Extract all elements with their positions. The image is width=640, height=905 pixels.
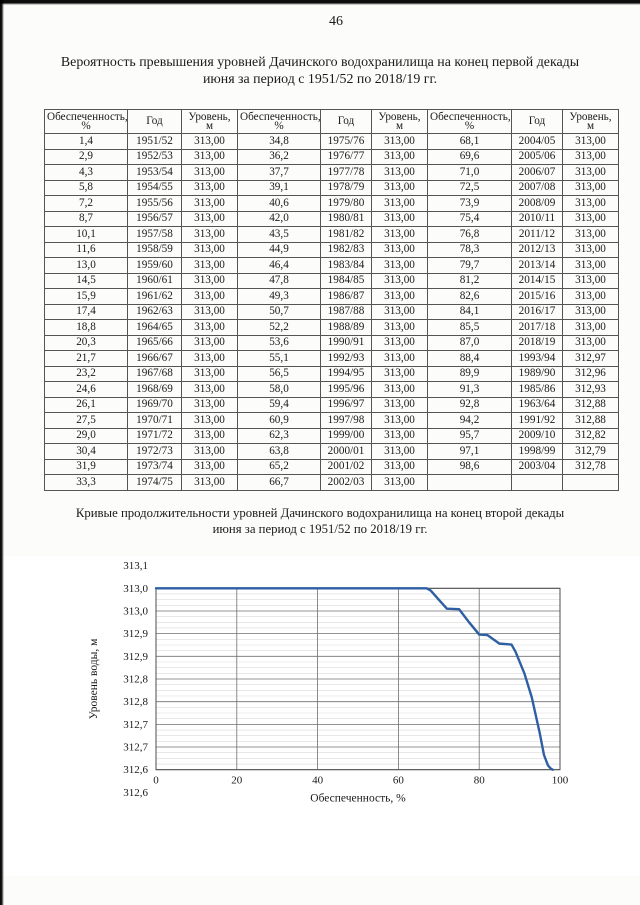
svg-text:313,1: 313,1: [123, 560, 148, 572]
svg-text:313,0: 313,0: [123, 583, 148, 595]
svg-text:312,6: 312,6: [123, 764, 148, 776]
svg-text:312,8: 312,8: [123, 674, 148, 686]
svg-text:100: 100: [552, 775, 569, 787]
svg-text:80: 80: [474, 775, 486, 787]
svg-text:Уровень воды, м: Уровень воды, м: [88, 638, 100, 719]
svg-text:312,9: 312,9: [123, 628, 148, 640]
svg-text:60: 60: [393, 775, 405, 787]
svg-text:313,0: 313,0: [123, 605, 148, 617]
svg-text:312,7: 312,7: [123, 742, 148, 754]
svg-text:312,6: 312,6: [123, 787, 148, 799]
svg-text:312,9: 312,9: [123, 651, 148, 663]
svg-text:312,8: 312,8: [123, 696, 148, 708]
svg-text:40: 40: [312, 775, 324, 787]
svg-text:312,7: 312,7: [123, 719, 148, 731]
svg-text:20: 20: [231, 775, 243, 787]
svg-text:0: 0: [153, 775, 159, 787]
svg-text:Обеспеченность, %: Обеспеченность, %: [310, 793, 406, 805]
